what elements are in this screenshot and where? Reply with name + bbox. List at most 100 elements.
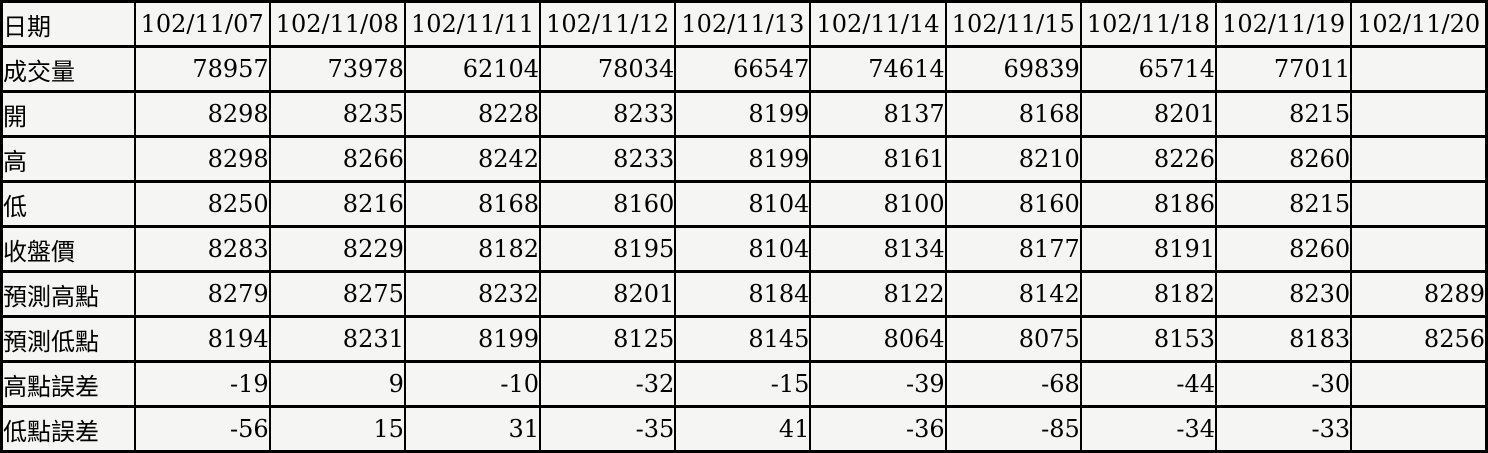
value-cell: 8275 xyxy=(268,270,406,318)
date-column-header: 102/11/12 xyxy=(539,0,677,48)
date-column-header: 102/11/08 xyxy=(268,0,406,48)
value-cell: 8182 xyxy=(403,225,542,273)
value-cell: 8298 xyxy=(133,90,271,138)
value-cell: 31 xyxy=(403,405,542,453)
value-cell: 8201 xyxy=(1079,90,1218,138)
value-cell: 8201 xyxy=(539,270,677,318)
value-cell xyxy=(1350,225,1488,273)
table-row: 成交量 78957 73978 62104 78034 66547 74614 69839 65… xyxy=(0,45,1488,93)
date-column-header: 102/11/18 xyxy=(1079,0,1218,48)
value-cell: 8228 xyxy=(403,90,542,138)
value-cell: 8160 xyxy=(539,180,677,228)
table-row: 低 8250 8216 8168 8160 8104 8100 8160 8186 8215 xyxy=(0,180,1488,228)
value-cell: 66547 xyxy=(674,45,812,93)
value-cell: 8161 xyxy=(809,135,947,183)
date-column-header: 102/11/15 xyxy=(944,0,1082,48)
row-label: 預測低點 xyxy=(0,315,136,363)
date-column-header: 102/11/20 xyxy=(1350,0,1488,48)
row-label: 高 xyxy=(0,135,136,183)
date-column-header: 102/11/13 xyxy=(674,0,812,48)
value-cell: 15 xyxy=(268,405,406,453)
value-cell: -85 xyxy=(944,405,1082,453)
value-cell: 8210 xyxy=(944,135,1082,183)
value-cell: 8125 xyxy=(539,315,677,363)
value-cell: 8183 xyxy=(1214,315,1353,363)
date-column-header: 102/11/07 xyxy=(133,0,271,48)
table-row: 預測低點 8194 8231 8199 8125 8145 8064 8075 8153 8183… xyxy=(0,315,1488,363)
table-row: 預測高點 8279 8275 8232 8201 8184 8122 8142 8182 8230… xyxy=(0,270,1488,318)
value-cell: 8122 xyxy=(809,270,947,318)
value-cell xyxy=(1350,90,1488,138)
value-cell: -30 xyxy=(1214,360,1353,408)
value-cell: -34 xyxy=(1079,405,1218,453)
value-cell: -19 xyxy=(133,360,271,408)
value-cell: 8260 xyxy=(1214,225,1353,273)
value-cell: 8215 xyxy=(1214,180,1353,228)
value-cell: 8298 xyxy=(133,135,271,183)
value-cell: 8279 xyxy=(133,270,271,318)
row-label: 低 xyxy=(0,180,136,228)
value-cell: 8283 xyxy=(133,225,271,273)
value-cell: 8199 xyxy=(403,315,542,363)
date-header-label: 日期 xyxy=(0,0,136,48)
table-row: 高 8298 8266 8242 8233 8199 8161 8210 8226 8260 xyxy=(0,135,1488,183)
value-cell: 8266 xyxy=(268,135,406,183)
value-cell: 8231 xyxy=(268,315,406,363)
value-cell: 8233 xyxy=(539,90,677,138)
value-cell: 41 xyxy=(674,405,812,453)
value-cell: 69839 xyxy=(944,45,1082,93)
value-cell: 8235 xyxy=(268,90,406,138)
value-cell: 77011 xyxy=(1214,45,1353,93)
value-cell: 8145 xyxy=(674,315,812,363)
value-cell: -10 xyxy=(403,360,542,408)
value-cell: 8168 xyxy=(403,180,542,228)
value-cell: 8216 xyxy=(268,180,406,228)
value-cell: 8289 xyxy=(1350,270,1488,318)
value-cell xyxy=(1350,135,1488,183)
value-cell: 8182 xyxy=(1079,270,1218,318)
value-cell: 8199 xyxy=(674,90,812,138)
value-cell: 8260 xyxy=(1214,135,1353,183)
value-cell: -35 xyxy=(539,405,677,453)
value-cell: 8064 xyxy=(809,315,947,363)
value-cell xyxy=(1350,360,1488,408)
date-column-header: 102/11/19 xyxy=(1214,0,1353,48)
row-label: 收盤價 xyxy=(0,225,136,273)
row-label: 開 xyxy=(0,90,136,138)
value-cell: 8191 xyxy=(1079,225,1218,273)
value-cell: 73978 xyxy=(268,45,406,93)
value-cell: 8137 xyxy=(809,90,947,138)
value-cell: -39 xyxy=(809,360,947,408)
value-cell: 8160 xyxy=(944,180,1082,228)
value-cell: 8186 xyxy=(1079,180,1218,228)
date-column-header: 102/11/11 xyxy=(403,0,542,48)
value-cell: 8232 xyxy=(403,270,542,318)
table-row: 開 8298 8235 8228 8233 8199 8137 8168 8201 8215 xyxy=(0,90,1488,138)
value-cell: 8233 xyxy=(539,135,677,183)
header-row: 日期 102/11/07 102/11/08 102/11/11 102/11/12 10… xyxy=(0,0,1488,48)
value-cell: -44 xyxy=(1079,360,1218,408)
table-row: 收盤價 8283 8229 8182 8195 8104 8134 8177 8191 8260 xyxy=(0,225,1488,273)
value-cell: -56 xyxy=(133,405,271,453)
row-label: 低點誤差 xyxy=(0,405,136,453)
value-cell: -33 xyxy=(1214,405,1353,453)
value-cell: -68 xyxy=(944,360,1082,408)
row-label: 預測高點 xyxy=(0,270,136,318)
value-cell: 8242 xyxy=(403,135,542,183)
value-cell: 8075 xyxy=(944,315,1082,363)
table-row: 高點誤差 -19 9 -10 -32 -15 -39 -68 -44 -30 xyxy=(0,360,1488,408)
value-cell xyxy=(1350,405,1488,453)
value-cell: 8250 xyxy=(133,180,271,228)
value-cell: 8194 xyxy=(133,315,271,363)
value-cell: 9 xyxy=(268,360,406,408)
value-cell: 8104 xyxy=(674,180,812,228)
value-cell: 8184 xyxy=(674,270,812,318)
value-cell: 62104 xyxy=(403,45,542,93)
value-cell: 8168 xyxy=(944,90,1082,138)
value-cell: 78957 xyxy=(133,45,271,93)
value-cell: 8142 xyxy=(944,270,1082,318)
value-cell: 78034 xyxy=(539,45,677,93)
value-cell: 8226 xyxy=(1079,135,1218,183)
